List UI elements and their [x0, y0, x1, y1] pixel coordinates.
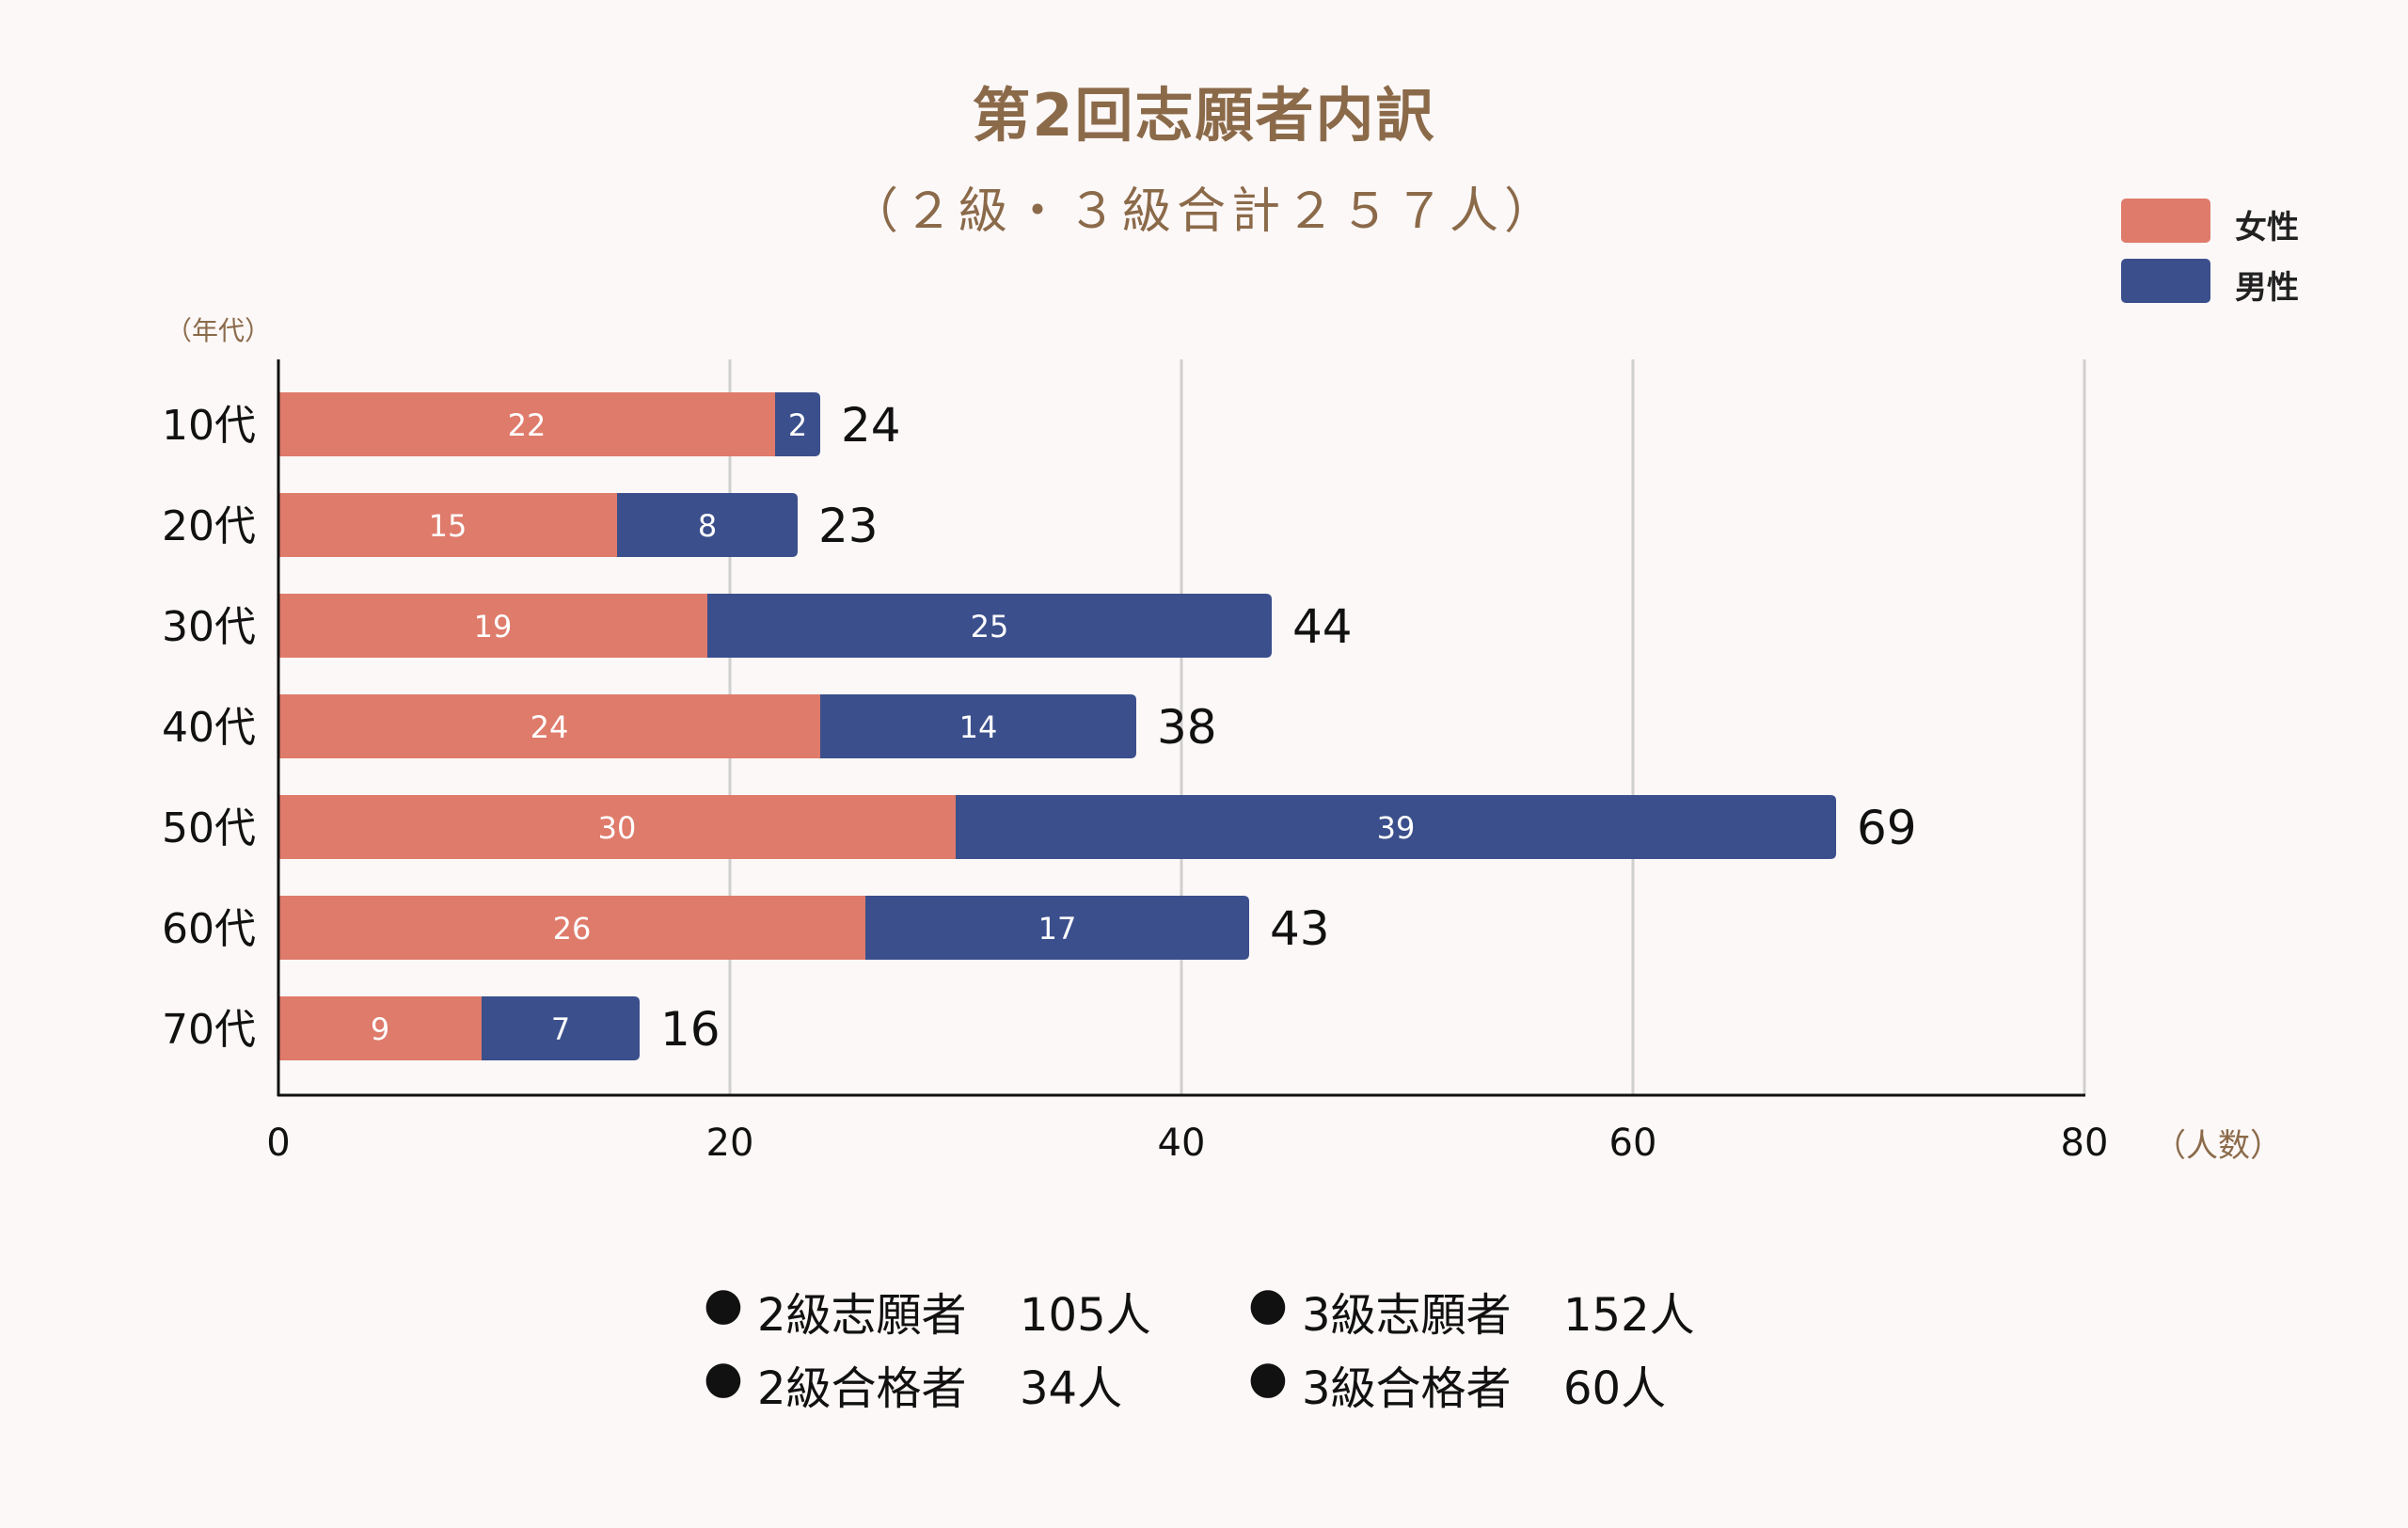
bar-segment-male	[775, 392, 820, 456]
legend-label-male: 男性	[2235, 269, 2299, 307]
x-tick-label: 80	[2061, 1122, 2109, 1165]
legend-swatch-female	[2121, 199, 2210, 243]
bar-segment-male	[865, 896, 1249, 960]
stat-bullet: ●	[1248, 1351, 1288, 1404]
stat-bullet: ●	[704, 1278, 743, 1330]
bar-segment-female	[278, 896, 865, 960]
bar-segment-female	[278, 594, 707, 658]
stat-bullet: ●	[704, 1351, 743, 1404]
x-tick-label: 0	[266, 1122, 290, 1165]
bar-value-label: 39	[1377, 810, 1416, 846]
bar-value-label: 26	[553, 911, 592, 947]
bar-value-label: 22	[508, 407, 547, 443]
stat-label: 2級志願者	[757, 1289, 967, 1342]
bar-segment-female	[278, 996, 482, 1060]
stat-value: 152人	[1563, 1289, 1695, 1342]
y-tick-label: 30代	[162, 603, 256, 651]
bar-value-label: 30	[598, 810, 637, 846]
y-tick-label: 10代	[162, 402, 256, 450]
y-tick-label: 60代	[162, 905, 256, 953]
bar-total-label: 44	[1292, 599, 1353, 654]
bar-value-label: 2	[788, 407, 807, 443]
bar-segment-female	[278, 694, 820, 758]
x-tick-label: 40	[1158, 1122, 1206, 1165]
legend-swatch-male	[2121, 259, 2210, 303]
bar-value-label: 9	[371, 1011, 389, 1047]
stat-value: 60人	[1563, 1362, 1667, 1415]
bar-segment-female	[278, 493, 617, 557]
stat-label: 3級志願者	[1302, 1289, 1512, 1342]
bar-value-label: 7	[551, 1011, 570, 1047]
y-axis-label: （年代）	[166, 315, 272, 346]
stat-bullet: ●	[1248, 1278, 1288, 1330]
y-tick-label: 50代	[162, 804, 256, 852]
bar-total-label: 43	[1270, 901, 1330, 956]
stat-value: 105人	[1020, 1289, 1151, 1342]
bar-segment-female	[278, 795, 956, 859]
bar-value-label: 8	[698, 508, 717, 544]
x-axis-label: （人数）	[2154, 1127, 2282, 1165]
bar-segment-male	[482, 996, 640, 1060]
bar-value-label: 15	[429, 508, 467, 544]
bar-segment-male	[617, 493, 798, 557]
bar-total-label: 38	[1157, 700, 1217, 755]
bar-value-label: 25	[971, 609, 1009, 645]
stat-label: 2級合格者	[757, 1362, 967, 1415]
bar-total-label: 16	[660, 1002, 721, 1057]
x-tick-label: 20	[706, 1122, 754, 1165]
bar-segment-male	[707, 594, 1272, 658]
bar-value-label: 24	[531, 709, 569, 745]
bar-value-label: 19	[474, 609, 513, 645]
stat-label: 3級合格者	[1302, 1362, 1512, 1415]
bar-segment-male	[820, 694, 1136, 758]
bar-segment-female	[278, 392, 775, 456]
x-tick-label: 60	[1609, 1122, 1657, 1165]
bar-segment-male	[956, 795, 1836, 859]
stat-value: 34人	[1020, 1362, 1123, 1415]
bar-value-label: 17	[1038, 911, 1077, 947]
legend-label-female: 女性	[2235, 209, 2299, 247]
y-tick-label: 20代	[162, 502, 256, 550]
chart-title: 第2回志願者内訳	[972, 81, 1436, 150]
y-tick-label: 70代	[162, 1006, 256, 1054]
bar-value-label: 14	[959, 709, 998, 745]
bar-total-label: 23	[818, 499, 879, 553]
bar-total-label: 69	[1857, 801, 1917, 855]
bar-total-label: 24	[841, 398, 901, 453]
chart-subtitle: （２級・３級合計２５７人）	[848, 183, 1559, 240]
y-tick-label: 40代	[162, 704, 256, 752]
